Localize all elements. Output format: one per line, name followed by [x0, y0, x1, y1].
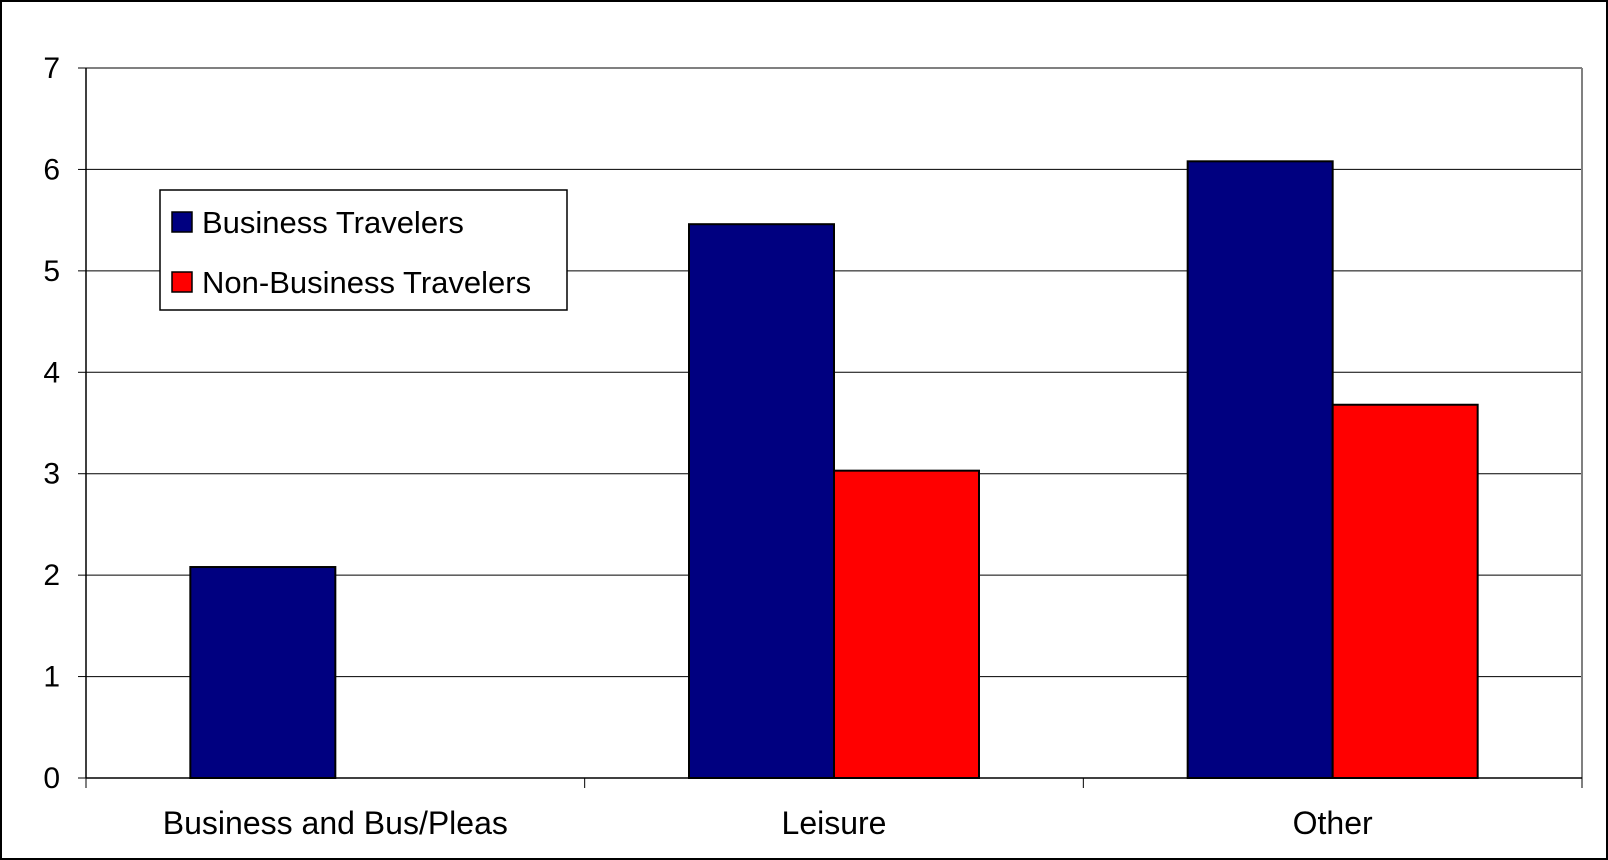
bar: [1186, 160, 1334, 780]
legend-label: Business Travelers: [202, 205, 464, 240]
y-tick-label: 6: [43, 153, 60, 186]
bar: [1331, 403, 1479, 779]
y-tick-label: 4: [43, 356, 60, 389]
bars: [189, 160, 1479, 780]
y-tick-label: 2: [43, 559, 60, 592]
legend: Business Travelers Non-Business Travelers: [159, 189, 568, 311]
y-tick-label: 5: [43, 255, 60, 288]
y-tick-label: 7: [43, 52, 60, 85]
legend-swatch: [171, 211, 193, 233]
x-tick-label: Leisure: [782, 805, 887, 841]
y-tick-label: 0: [43, 762, 60, 795]
legend-label: Non-Business Travelers: [202, 265, 531, 300]
axes: [78, 67, 1583, 788]
legend-box: [159, 189, 568, 311]
bar: [833, 469, 980, 779]
bar: [688, 223, 835, 779]
bar: [189, 566, 337, 779]
y-tick-label: 3: [43, 458, 60, 491]
x-tick-label: Other: [1293, 805, 1373, 841]
y-tick-label: 1: [43, 661, 60, 694]
legend-swatch: [171, 271, 193, 293]
axis-labels: 0 1 2 3 4 5 6 7 Business and Bus/Pleas Leisure Oth…: [43, 52, 1373, 841]
x-tick-label: Business and Bus/Pleas: [163, 805, 508, 841]
